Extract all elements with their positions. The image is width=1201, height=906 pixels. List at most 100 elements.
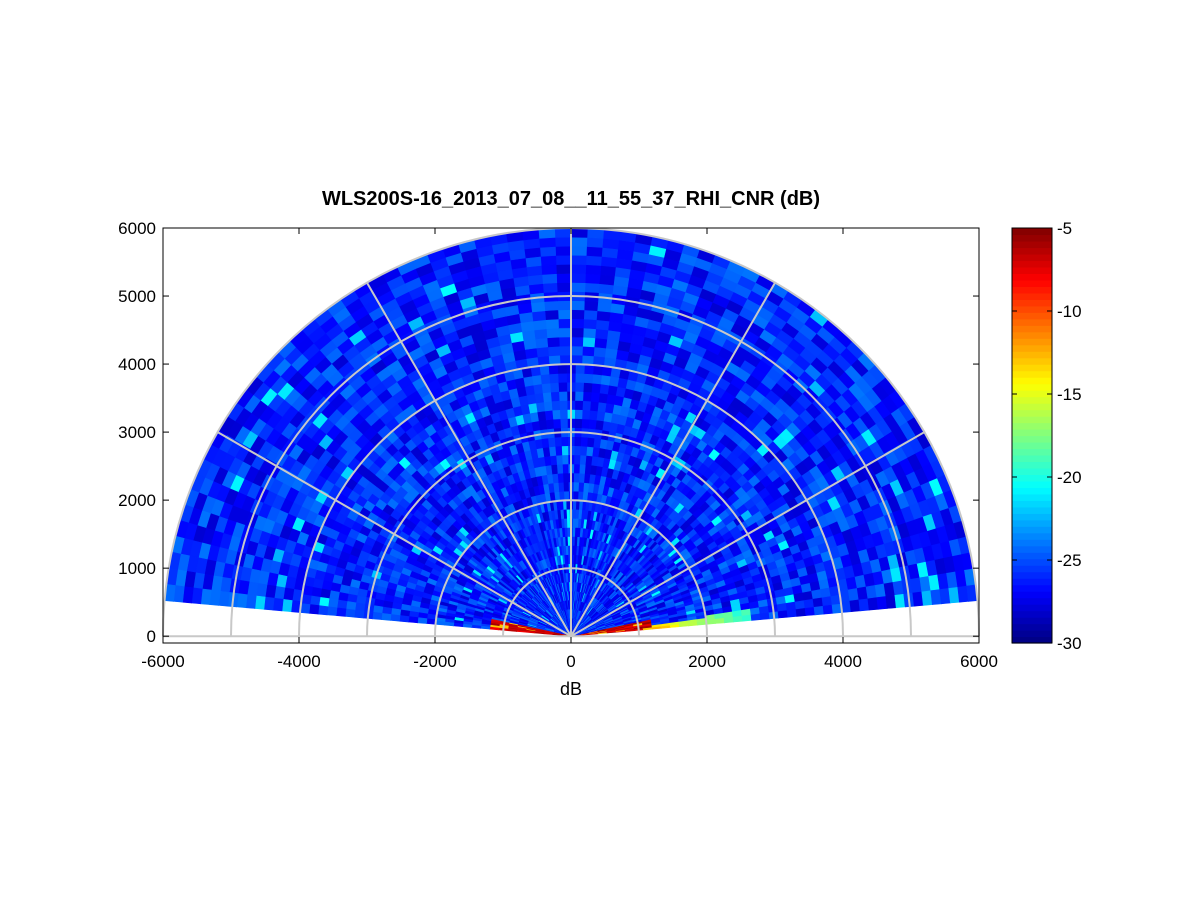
scan-cell — [546, 419, 554, 429]
scan-cell — [557, 273, 572, 282]
scan-cell — [563, 482, 568, 491]
colorbar-segment — [1012, 494, 1052, 501]
chart-title: WLS200S-16_2013_07_08__11_55_37_RHI_CNR … — [163, 188, 979, 211]
scan-cell — [550, 383, 559, 393]
scan-cell — [573, 491, 578, 500]
colorbar-segment — [1012, 429, 1052, 436]
scan-cell — [578, 482, 584, 491]
colorbar-segment — [1012, 293, 1052, 300]
scan-cell — [562, 446, 569, 455]
scan-cell — [585, 274, 600, 284]
colorbar-segment — [1012, 273, 1052, 280]
colorbar-tick-label: -5 — [1057, 219, 1072, 238]
scan-cell — [886, 595, 896, 609]
colorbar: -5-10-15-20-25-30 — [1012, 219, 1082, 653]
scan-cell — [558, 382, 567, 391]
colorbar-segment — [1012, 559, 1052, 566]
scan-cell — [559, 391, 567, 400]
scan-cell — [587, 437, 594, 447]
scan-cell — [581, 437, 588, 447]
colorbar-segment — [1012, 332, 1052, 339]
colorbar-segment — [1012, 286, 1052, 293]
colorbar-segment — [1012, 377, 1052, 384]
colorbar-segment — [1012, 390, 1052, 397]
scan-cell — [559, 346, 571, 355]
colorbar-segment — [1012, 416, 1052, 423]
scan-cell — [529, 284, 544, 294]
scan-cell — [545, 410, 553, 420]
x-tick-label: 0 — [566, 652, 575, 671]
colorbar-segment — [1012, 500, 1052, 507]
colorbar-segment — [1012, 247, 1052, 254]
colorbar-segment — [1012, 507, 1052, 514]
x-tick-label: 6000 — [960, 652, 998, 671]
scan-cell — [555, 228, 571, 237]
scan-cell — [571, 237, 587, 246]
colorbar-tick-label: -30 — [1057, 634, 1082, 653]
scan-cell — [813, 597, 823, 606]
scan-cell — [526, 266, 542, 277]
colorbar-segment — [1012, 539, 1052, 546]
scan-cell — [582, 410, 590, 420]
scan-cell — [310, 596, 320, 606]
scan-cell — [309, 605, 319, 615]
scan-cell — [593, 438, 601, 448]
scan-cell — [575, 373, 584, 382]
colorbar-segment — [1012, 520, 1052, 527]
colorbar-segment — [1012, 345, 1052, 352]
colorbar-segment — [1012, 319, 1052, 326]
colorbar-segment — [1012, 306, 1052, 313]
scan-cell — [571, 310, 584, 319]
scan-cell — [580, 446, 587, 456]
scan-cell — [543, 392, 552, 402]
scan-cell — [584, 374, 593, 384]
scan-cell — [345, 609, 355, 617]
scan-cell — [597, 402, 606, 412]
colorbar-segment — [1012, 617, 1052, 624]
scan-cell — [581, 419, 589, 429]
colorbar-segment — [1012, 481, 1052, 488]
scan-cell — [555, 237, 571, 246]
scan-cell — [574, 455, 580, 464]
scan-cell — [328, 599, 338, 608]
colorbar-tick-label: -20 — [1057, 468, 1082, 487]
colorbar-segment — [1012, 630, 1052, 637]
scan-cell — [546, 328, 559, 338]
scan-cell — [564, 491, 569, 500]
scan-cell — [355, 603, 365, 611]
scan-cell — [533, 384, 542, 394]
colorbar-segment — [1012, 241, 1052, 248]
colorbar-segment — [1012, 598, 1052, 605]
colorbar-segment — [1012, 585, 1052, 592]
scan-cell — [587, 237, 603, 247]
scan-cell — [546, 319, 559, 329]
scan-cell — [594, 347, 606, 357]
scan-cell — [591, 392, 600, 402]
scan-cell — [560, 410, 568, 419]
scan-cell — [562, 455, 568, 464]
scan-cell — [585, 283, 600, 293]
scan-cell — [571, 273, 586, 282]
scan-cell — [571, 355, 582, 364]
scan-cell — [445, 622, 454, 626]
colorbar-segment — [1012, 358, 1052, 365]
scan-cell — [558, 373, 567, 382]
colorbar-segment — [1012, 461, 1052, 468]
scan-cell — [563, 473, 569, 482]
scan-cell — [595, 329, 608, 339]
colorbar-segment — [1012, 254, 1052, 261]
scan-cell — [592, 374, 602, 384]
scan-cell — [381, 613, 391, 620]
x-tick-label: -4000 — [277, 652, 320, 671]
scan-cell — [585, 455, 592, 465]
scan-cell — [583, 337, 595, 347]
scan-cell — [544, 301, 558, 311]
scan-cell — [557, 464, 563, 473]
scan-cell — [571, 337, 583, 346]
scan-cell — [554, 437, 561, 447]
scan-cell — [559, 400, 567, 409]
scan-cell — [531, 302, 545, 312]
scan-cell — [327, 607, 337, 616]
scan-cell — [541, 265, 556, 275]
